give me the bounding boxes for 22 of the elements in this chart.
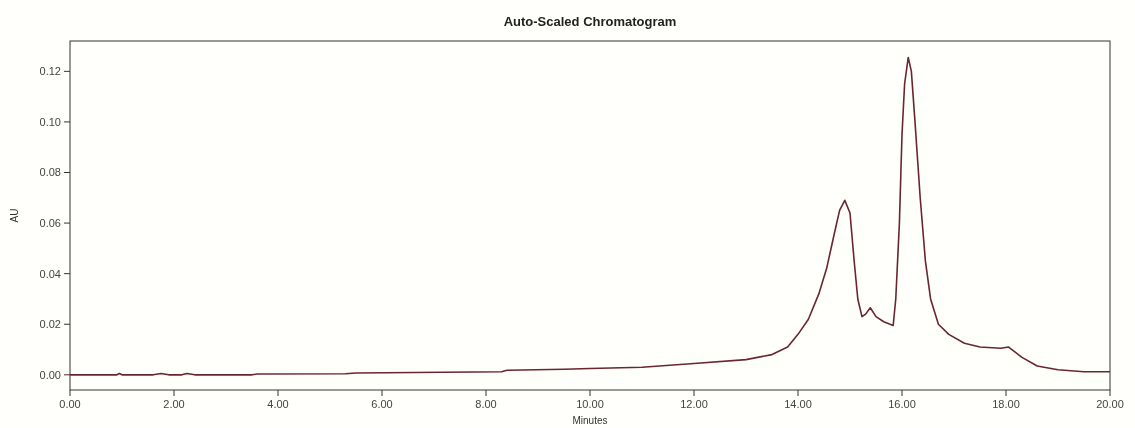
x-tick-label: 0.00	[59, 398, 81, 410]
y-axis-title: AU	[9, 208, 20, 223]
x-tick-label: 14.00	[784, 398, 812, 410]
x-tick-label: 16.00	[888, 398, 916, 410]
x-tick-label: 18.00	[992, 398, 1020, 410]
chart-title: Auto-Scaled Chromatogram	[503, 14, 677, 29]
x-tick-label: 20.00	[1096, 398, 1124, 410]
x-tick-label: 8.00	[475, 398, 497, 410]
y-tick-label: 0.04	[39, 267, 61, 280]
line-series	[69, 56, 1111, 376]
y-tick-label: 0.10	[39, 115, 61, 128]
x-tick-label: 2.00	[163, 398, 185, 410]
y-tick-label: 0.08	[39, 166, 61, 179]
x-tick-label: 12.00	[680, 398, 708, 410]
x-tick-label: 4.00	[267, 398, 289, 410]
x-tick-label: 10.00	[576, 398, 604, 410]
x-tick-label: 6.00	[371, 398, 393, 410]
y-tick-label: 0.02	[39, 318, 61, 331]
y-tick-label: 0.12	[39, 65, 61, 78]
x-axis-title: Minutes	[572, 415, 608, 426]
y-tick-label: 0.00	[39, 368, 61, 381]
y-tick-label: 0.06	[39, 216, 61, 229]
